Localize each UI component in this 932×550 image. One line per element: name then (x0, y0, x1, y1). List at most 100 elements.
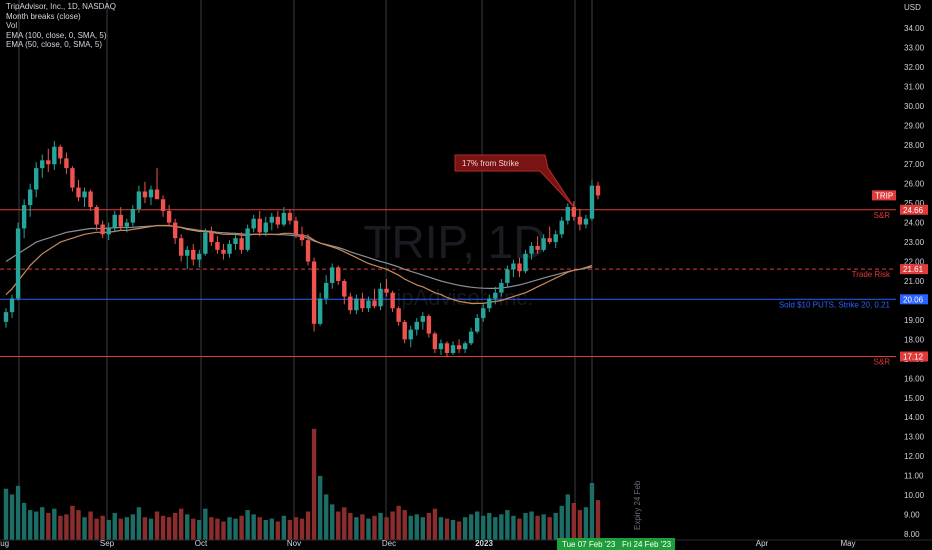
annotation-text: 17% from Strike (462, 159, 519, 168)
x-tick-label: Oct (195, 539, 208, 548)
annotation-callout (454, 154, 575, 208)
volume-bar (27, 510, 33, 540)
candle (46, 160, 51, 165)
candle (408, 329, 413, 340)
y-tick-label: 30.00 (904, 102, 925, 111)
volume-bar (64, 514, 69, 540)
volume-bar (559, 505, 564, 540)
candle (390, 292, 395, 309)
volume-bar (160, 515, 166, 540)
chart-legend: TripAdvisor, Inc., 1D, NASDAQ Month brea… (6, 2, 116, 50)
y-tick-label: 25.00 (904, 199, 925, 208)
volume-bar (293, 517, 299, 540)
candle (52, 146, 57, 165)
currency-label: USD (904, 3, 921, 12)
candle (281, 212, 287, 225)
candle (221, 249, 226, 254)
volume-bar (136, 507, 142, 540)
legend-line-month-breaks: Month breaks (close) (6, 11, 81, 21)
candle (27, 189, 33, 206)
y-axis-price-tag: 20.06 (903, 295, 924, 304)
candle (481, 308, 486, 318)
candle (269, 216, 274, 223)
volume-bar (9, 494, 15, 540)
volume-bar (366, 518, 371, 540)
candle (197, 253, 202, 260)
y-tick-label: 31.00 (904, 82, 925, 91)
candle (541, 238, 546, 250)
candle (468, 331, 474, 344)
candle (402, 321, 407, 340)
candle (565, 207, 570, 221)
volume-bar (426, 512, 432, 540)
candle (58, 146, 63, 159)
candle (342, 281, 347, 297)
y-tick-label: 9.00 (904, 511, 920, 520)
volume-bar (583, 507, 589, 540)
y-axis-price-tag-bg (900, 264, 928, 275)
volume-bar (287, 520, 293, 540)
candle (9, 298, 15, 313)
candle (462, 343, 468, 350)
candle (275, 216, 281, 225)
candle (203, 232, 208, 254)
candle (106, 228, 111, 235)
volume-bar (372, 515, 377, 540)
candle (577, 216, 583, 225)
volume-bar (166, 517, 172, 540)
volume-bar (172, 512, 178, 540)
volume-bar (487, 512, 492, 540)
legend-line-ema50: EMA (50, close, 0, SMA, 5) (6, 40, 103, 50)
candle (21, 205, 27, 229)
candle (372, 300, 377, 307)
volume-bar (468, 514, 474, 540)
candle (311, 261, 317, 324)
volume-bar (595, 500, 601, 540)
candle (112, 214, 117, 229)
volume-bar (124, 517, 130, 540)
volume-bar (505, 510, 510, 540)
volume-bar (118, 518, 123, 540)
candle (559, 220, 564, 235)
y-tick-label: 15.00 (904, 394, 925, 403)
volume-bar (227, 517, 232, 540)
y-tick-label: 11.00 (904, 472, 924, 481)
watermark-symbol: TRIP, 1D (363, 216, 546, 268)
volume-bar (342, 507, 347, 540)
volume-bar (3, 488, 9, 540)
candle (64, 158, 69, 169)
candle (529, 245, 534, 254)
candle (583, 218, 589, 225)
volume-bar (565, 494, 570, 540)
candle (547, 238, 552, 243)
volume-bar (396, 505, 401, 540)
candle (396, 308, 401, 322)
candle (209, 232, 214, 243)
expiry-note: Expiry 24 Feb (633, 480, 642, 530)
ticker-tag-bg (872, 190, 896, 201)
y-axis-price-tag: 21.61 (903, 265, 924, 274)
volume-bar (58, 515, 63, 540)
candle (293, 220, 299, 235)
candle (191, 249, 196, 260)
candle (82, 191, 87, 198)
candle (499, 282, 504, 293)
candle (76, 187, 81, 198)
volume-bar (589, 483, 595, 540)
volume-bar (94, 518, 99, 540)
volume-bar (323, 494, 329, 540)
volume-bar (438, 517, 444, 540)
candle (299, 234, 305, 241)
candle (88, 191, 93, 208)
candle (384, 288, 389, 293)
volume-bar (40, 507, 45, 540)
volume-bar (142, 517, 148, 540)
candle (94, 207, 99, 225)
candle (148, 189, 154, 198)
y-tick-label: 18.00 (904, 335, 925, 344)
candle (589, 185, 595, 219)
candle (154, 189, 160, 200)
candle (227, 244, 232, 254)
